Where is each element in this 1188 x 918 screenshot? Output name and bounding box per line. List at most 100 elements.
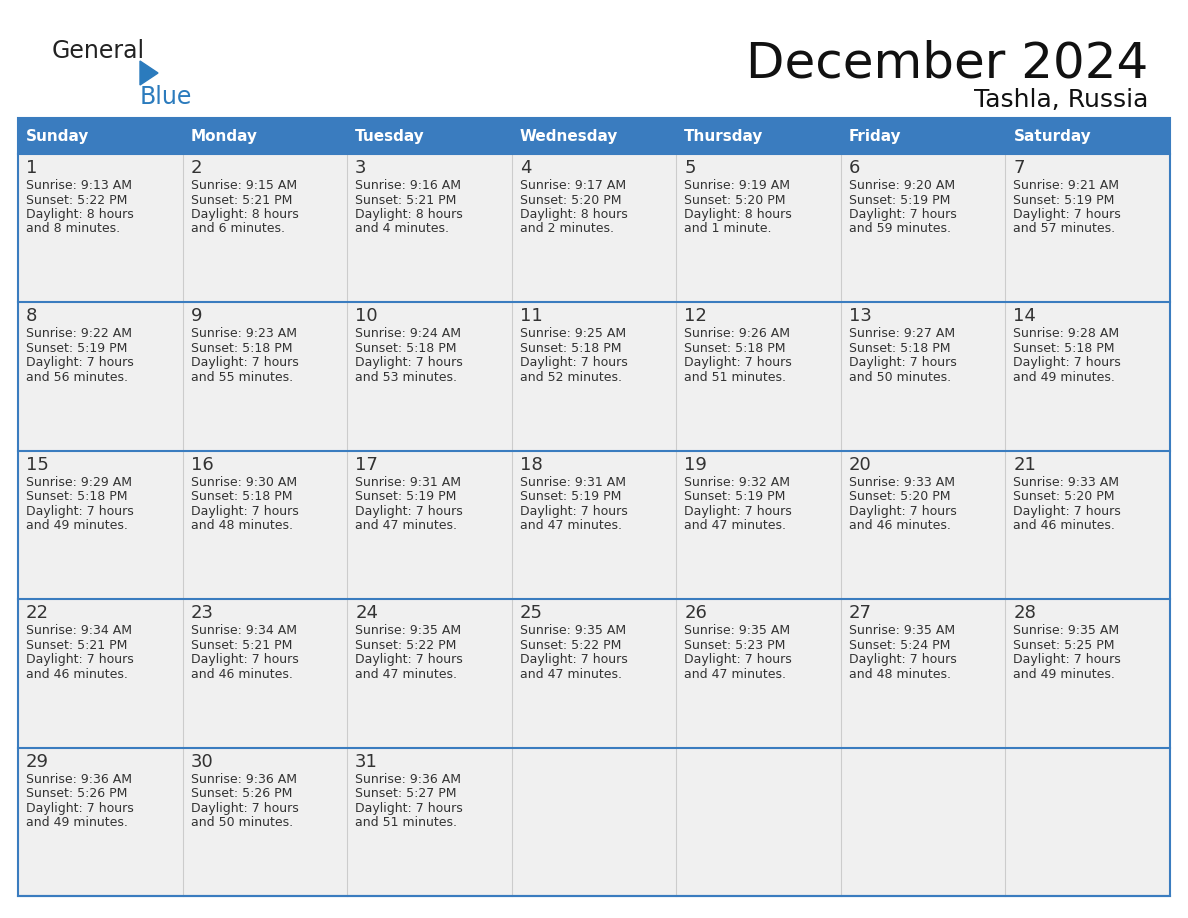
Text: 1: 1: [26, 159, 37, 177]
Text: and 8 minutes.: and 8 minutes.: [26, 222, 120, 236]
Text: Sunset: 5:26 PM: Sunset: 5:26 PM: [26, 787, 127, 800]
Text: 25: 25: [519, 604, 543, 622]
Text: Sunset: 5:18 PM: Sunset: 5:18 PM: [355, 341, 456, 355]
Text: Sunset: 5:21 PM: Sunset: 5:21 PM: [190, 194, 292, 207]
Text: Sunrise: 9:26 AM: Sunrise: 9:26 AM: [684, 328, 790, 341]
Text: Sunrise: 9:23 AM: Sunrise: 9:23 AM: [190, 328, 297, 341]
Text: Daylight: 7 hours: Daylight: 7 hours: [849, 356, 956, 369]
Text: and 47 minutes.: and 47 minutes.: [355, 667, 457, 681]
Text: Sunrise: 9:29 AM: Sunrise: 9:29 AM: [26, 476, 132, 488]
Text: 14: 14: [1013, 308, 1036, 325]
Text: Daylight: 7 hours: Daylight: 7 hours: [1013, 208, 1121, 221]
Text: Sunset: 5:18 PM: Sunset: 5:18 PM: [684, 341, 785, 355]
Text: Sunrise: 9:36 AM: Sunrise: 9:36 AM: [26, 773, 132, 786]
Text: Blue: Blue: [140, 85, 192, 109]
Text: Friday: Friday: [849, 129, 902, 143]
Text: Sunset: 5:18 PM: Sunset: 5:18 PM: [1013, 341, 1114, 355]
Text: Sunrise: 9:35 AM: Sunrise: 9:35 AM: [684, 624, 790, 637]
Text: 28: 28: [1013, 604, 1036, 622]
Text: Sunrise: 9:27 AM: Sunrise: 9:27 AM: [849, 328, 955, 341]
Text: Daylight: 7 hours: Daylight: 7 hours: [190, 356, 298, 369]
Text: 26: 26: [684, 604, 707, 622]
Text: Sunset: 5:23 PM: Sunset: 5:23 PM: [684, 639, 785, 652]
Text: Daylight: 7 hours: Daylight: 7 hours: [849, 208, 956, 221]
Text: Sunset: 5:27 PM: Sunset: 5:27 PM: [355, 787, 456, 800]
Text: Daylight: 7 hours: Daylight: 7 hours: [355, 505, 463, 518]
Text: Daylight: 7 hours: Daylight: 7 hours: [190, 801, 298, 814]
Text: 21: 21: [1013, 456, 1036, 474]
Text: Sunset: 5:18 PM: Sunset: 5:18 PM: [26, 490, 127, 503]
Text: December 2024: December 2024: [746, 40, 1148, 88]
Text: and 46 minutes.: and 46 minutes.: [26, 667, 128, 681]
Text: Sunrise: 9:31 AM: Sunrise: 9:31 AM: [355, 476, 461, 488]
Text: Tuesday: Tuesday: [355, 129, 425, 143]
Text: Sunday: Sunday: [26, 129, 89, 143]
Text: Sunset: 5:18 PM: Sunset: 5:18 PM: [190, 341, 292, 355]
Text: Sunset: 5:21 PM: Sunset: 5:21 PM: [355, 194, 456, 207]
Text: Sunset: 5:20 PM: Sunset: 5:20 PM: [849, 490, 950, 503]
Text: and 47 minutes.: and 47 minutes.: [355, 520, 457, 532]
Text: and 47 minutes.: and 47 minutes.: [519, 520, 621, 532]
Text: Sunset: 5:18 PM: Sunset: 5:18 PM: [190, 490, 292, 503]
Text: Daylight: 7 hours: Daylight: 7 hours: [26, 505, 134, 518]
Text: 9: 9: [190, 308, 202, 325]
Text: Sunrise: 9:33 AM: Sunrise: 9:33 AM: [849, 476, 955, 488]
Text: Sunset: 5:25 PM: Sunset: 5:25 PM: [1013, 639, 1114, 652]
Text: and 57 minutes.: and 57 minutes.: [1013, 222, 1116, 236]
Text: Sunset: 5:19 PM: Sunset: 5:19 PM: [519, 490, 621, 503]
Text: and 51 minutes.: and 51 minutes.: [355, 816, 457, 829]
Text: 22: 22: [26, 604, 49, 622]
Text: and 47 minutes.: and 47 minutes.: [684, 667, 786, 681]
Text: Daylight: 7 hours: Daylight: 7 hours: [849, 654, 956, 666]
Text: Daylight: 8 hours: Daylight: 8 hours: [355, 208, 463, 221]
Text: Sunset: 5:26 PM: Sunset: 5:26 PM: [190, 787, 292, 800]
Text: Thursday: Thursday: [684, 129, 764, 143]
Text: Sunset: 5:18 PM: Sunset: 5:18 PM: [849, 341, 950, 355]
Text: Daylight: 7 hours: Daylight: 7 hours: [190, 654, 298, 666]
Text: Sunset: 5:19 PM: Sunset: 5:19 PM: [355, 490, 456, 503]
Text: Sunrise: 9:16 AM: Sunrise: 9:16 AM: [355, 179, 461, 192]
Text: Sunset: 5:20 PM: Sunset: 5:20 PM: [684, 194, 785, 207]
Text: Daylight: 7 hours: Daylight: 7 hours: [26, 654, 134, 666]
Text: and 4 minutes.: and 4 minutes.: [355, 222, 449, 236]
Text: 15: 15: [26, 456, 49, 474]
Bar: [18, 118, 1170, 154]
Text: Daylight: 7 hours: Daylight: 7 hours: [26, 801, 134, 814]
Text: and 49 minutes.: and 49 minutes.: [1013, 371, 1116, 384]
Bar: [18, 302, 1170, 451]
Text: and 59 minutes.: and 59 minutes.: [849, 222, 950, 236]
Text: Daylight: 7 hours: Daylight: 7 hours: [1013, 505, 1121, 518]
Text: and 49 minutes.: and 49 minutes.: [26, 520, 128, 532]
Text: and 48 minutes.: and 48 minutes.: [190, 520, 292, 532]
Text: 24: 24: [355, 604, 378, 622]
Bar: [18, 451, 1170, 599]
Text: and 46 minutes.: and 46 minutes.: [849, 520, 950, 532]
Text: Sunrise: 9:35 AM: Sunrise: 9:35 AM: [849, 624, 955, 637]
Text: Monday: Monday: [190, 129, 258, 143]
Text: Sunset: 5:22 PM: Sunset: 5:22 PM: [519, 639, 621, 652]
Text: Sunrise: 9:32 AM: Sunrise: 9:32 AM: [684, 476, 790, 488]
Text: 17: 17: [355, 456, 378, 474]
Text: and 46 minutes.: and 46 minutes.: [1013, 520, 1116, 532]
Text: Sunset: 5:20 PM: Sunset: 5:20 PM: [519, 194, 621, 207]
Text: Daylight: 8 hours: Daylight: 8 hours: [190, 208, 298, 221]
Text: Sunrise: 9:33 AM: Sunrise: 9:33 AM: [1013, 476, 1119, 488]
Text: Daylight: 7 hours: Daylight: 7 hours: [26, 356, 134, 369]
Text: Sunrise: 9:13 AM: Sunrise: 9:13 AM: [26, 179, 132, 192]
Text: 5: 5: [684, 159, 696, 177]
Text: Sunset: 5:22 PM: Sunset: 5:22 PM: [26, 194, 127, 207]
Text: Daylight: 7 hours: Daylight: 7 hours: [190, 505, 298, 518]
Text: Daylight: 7 hours: Daylight: 7 hours: [519, 356, 627, 369]
Text: Sunrise: 9:20 AM: Sunrise: 9:20 AM: [849, 179, 955, 192]
Text: Daylight: 7 hours: Daylight: 7 hours: [684, 505, 792, 518]
Text: Sunrise: 9:24 AM: Sunrise: 9:24 AM: [355, 328, 461, 341]
Text: Daylight: 7 hours: Daylight: 7 hours: [355, 801, 463, 814]
Text: and 47 minutes.: and 47 minutes.: [684, 520, 786, 532]
Text: Sunrise: 9:28 AM: Sunrise: 9:28 AM: [1013, 328, 1119, 341]
Text: Daylight: 8 hours: Daylight: 8 hours: [684, 208, 792, 221]
Text: Daylight: 7 hours: Daylight: 7 hours: [1013, 654, 1121, 666]
Text: Sunrise: 9:31 AM: Sunrise: 9:31 AM: [519, 476, 626, 488]
Text: Sunrise: 9:15 AM: Sunrise: 9:15 AM: [190, 179, 297, 192]
Text: 4: 4: [519, 159, 531, 177]
Bar: [18, 118, 1170, 896]
